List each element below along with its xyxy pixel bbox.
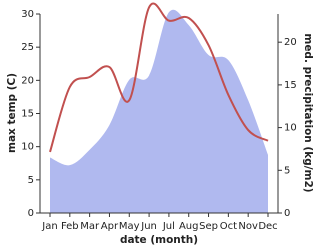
precipitation-area [50, 9, 268, 213]
x-tick-label: Jul [162, 221, 175, 232]
x-tick-label: Aug [179, 221, 199, 232]
x-tick-label: May [119, 221, 140, 232]
x-tick-label: Dec [258, 221, 277, 232]
y2-axis-title: med. precipitation (kg/m2) [302, 33, 314, 192]
y-tick-label: 10 [21, 142, 34, 153]
y2-tick-label: 10 [284, 123, 297, 134]
y2-tick-label: 15 [284, 80, 297, 91]
y2-tick-label: 20 [284, 37, 297, 48]
x-tick-label: Nov [238, 221, 258, 232]
x-tick-label: Jun [140, 221, 157, 232]
y-tick-label: 15 [21, 109, 34, 120]
x-tick-label: Jan [41, 221, 57, 232]
x-tick-label: Sep [199, 221, 218, 232]
y-tick-label: 25 [21, 42, 34, 53]
x-tick-label: Oct [220, 221, 237, 232]
temp-line [49, 2, 269, 153]
x-tick-label: Feb [61, 221, 79, 232]
y2-tick-label: 5 [284, 165, 290, 176]
x-tick-label: Mar [80, 221, 100, 232]
y-tick-label: 20 [21, 75, 34, 86]
y-tick-label: 0 [28, 208, 34, 219]
x-tick-label: Apr [101, 221, 119, 232]
y-axis-title: max temp (C) [6, 73, 18, 153]
x-axis-title: date (month) [120, 234, 198, 246]
y-tick-label: 5 [28, 175, 34, 186]
y-tick-label: 30 [21, 9, 34, 20]
y2-tick-label: 0 [284, 208, 290, 219]
